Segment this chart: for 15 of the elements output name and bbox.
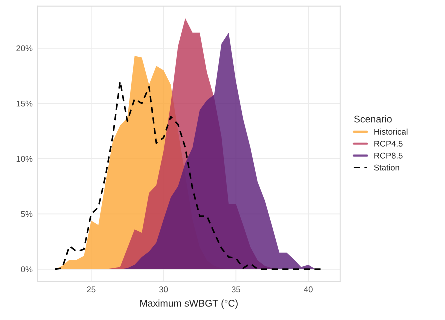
legend-label: RCP4.5 [374,140,403,147]
legend-label: RCP8.5 [374,152,403,159]
legend-title: Scenario [354,116,392,123]
x-axis-title: Maximum sWBGT (°C) [140,300,238,309]
x-tick-label: 35 [232,286,240,293]
y-tick-label: 0% [21,266,33,273]
y-tick-label: 5% [21,211,33,218]
x-tick-label: 30 [159,286,168,293]
y-tick-label: 20% [16,46,33,52]
x-tick-label: 25 [87,286,96,293]
x-tick-label: 40 [304,286,313,293]
legend-label: Historical [374,128,408,135]
legend-label: Station [374,164,400,171]
y-tick-label: 15% [16,100,33,107]
y-tick-label: 10% [16,156,33,162]
